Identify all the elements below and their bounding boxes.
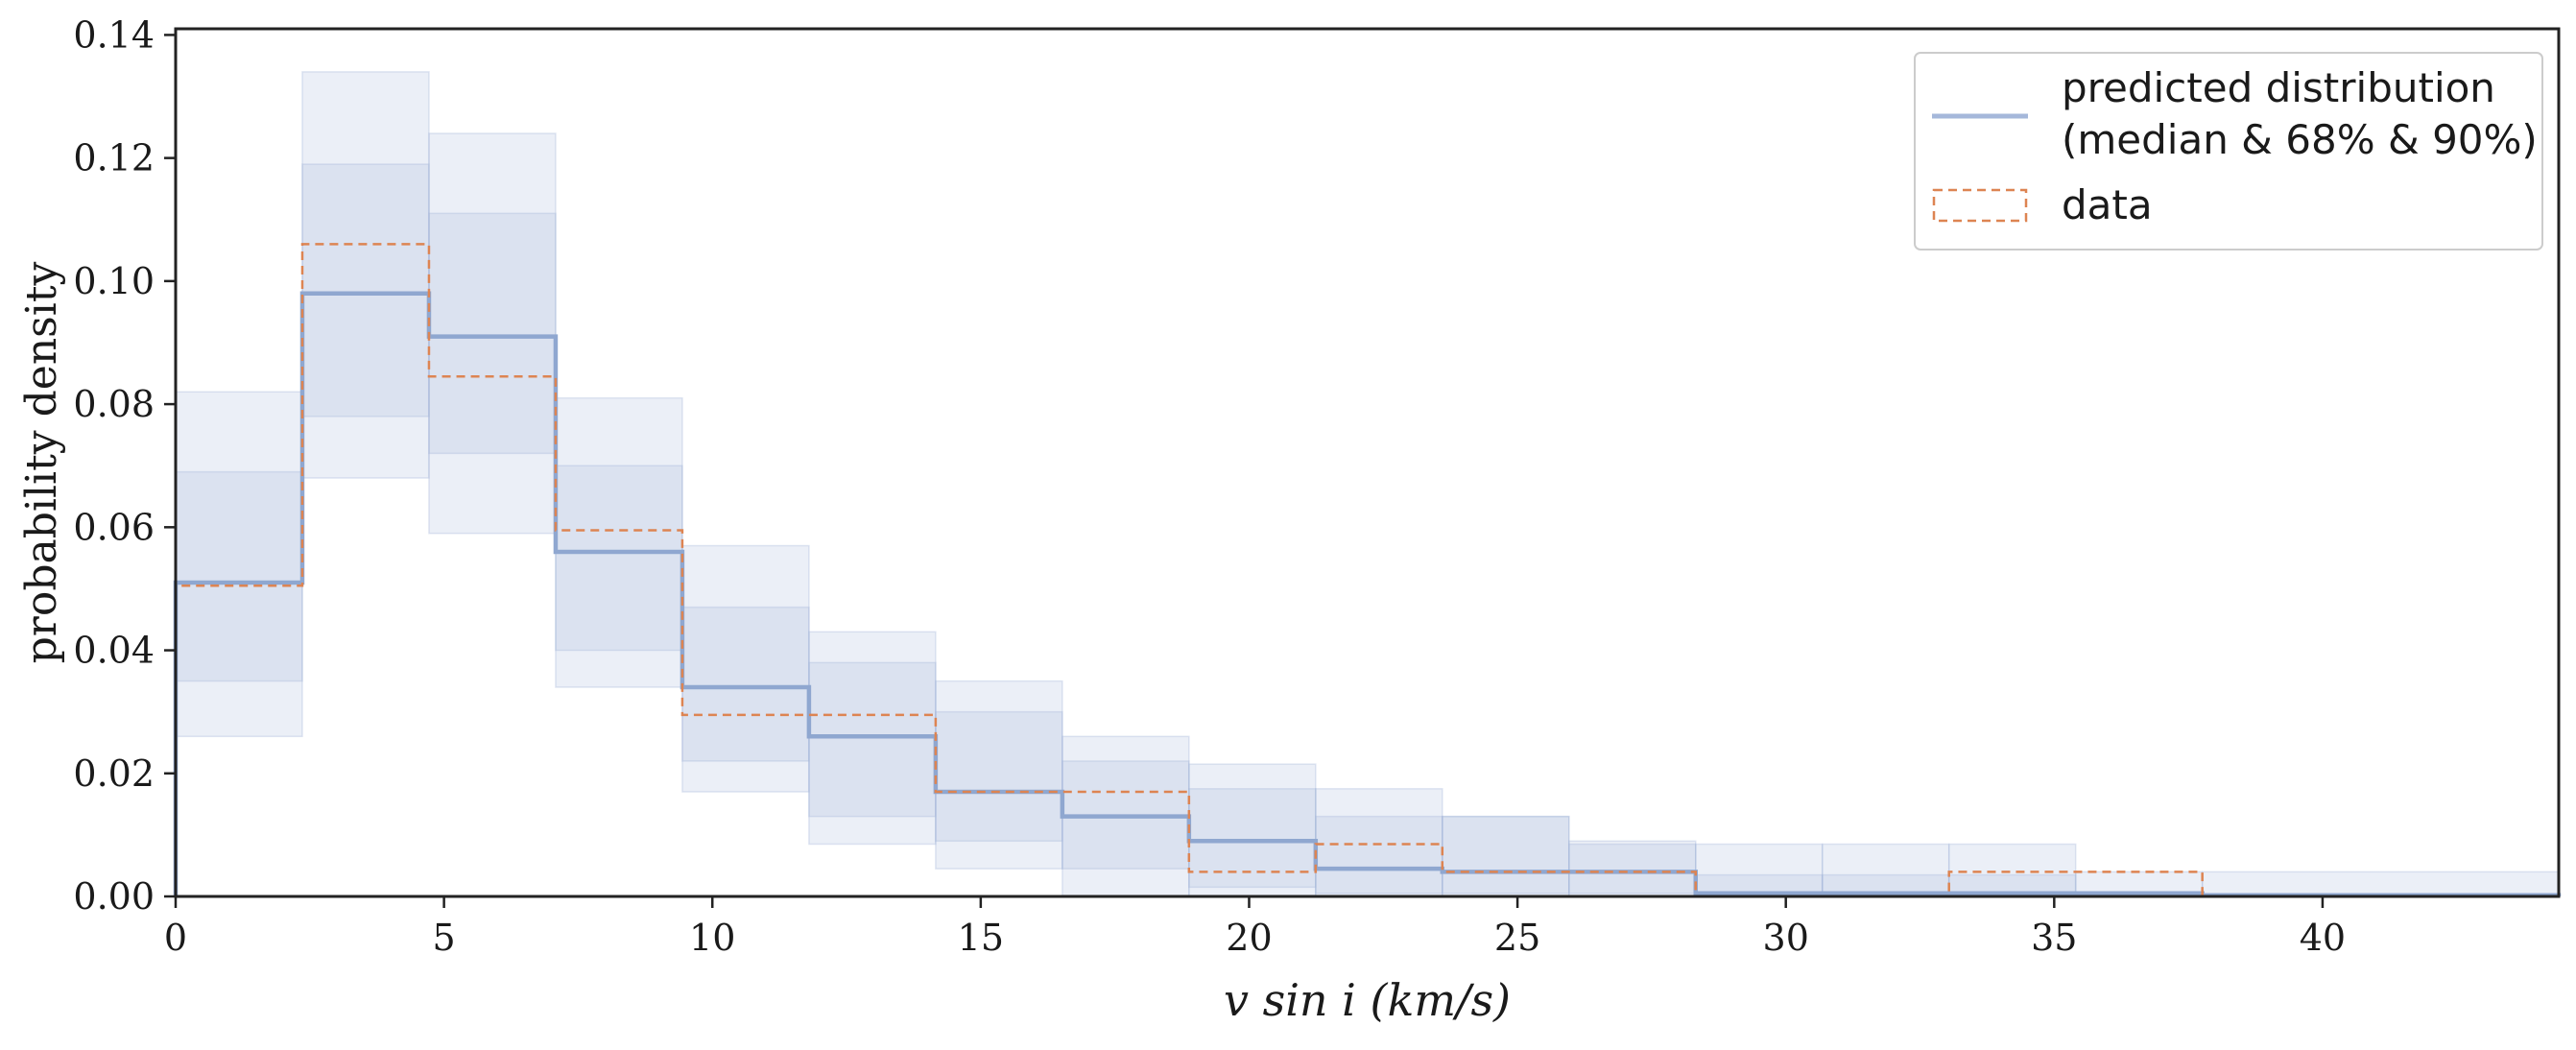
y-axis-ticks: 0.00 0.02 0.04 0.06 0.08 0.10 0.12 0.14 — [73, 13, 176, 918]
band-90-bin — [1695, 843, 1824, 897]
band-68-bin — [1568, 843, 1697, 895]
band-68-bin — [1442, 815, 1570, 895]
data-step-line — [174, 243, 2559, 898]
band-90-bin — [1947, 843, 2077, 897]
plot-frame — [174, 27, 2561, 898]
legend-predicted-label: predicted distribution — [2062, 64, 2495, 111]
x-tick-label: 35 — [2031, 917, 2077, 959]
legend-box — [1914, 52, 2543, 251]
x-tick-label: 20 — [1226, 917, 1272, 959]
x-tick-label: 25 — [1494, 917, 1540, 959]
y-tick-label: 0.04 — [73, 630, 155, 672]
median-step-line — [173, 291, 2562, 897]
x-tick-label: 40 — [2300, 917, 2346, 959]
confidence-bands — [175, 71, 2560, 897]
y-tick-label: 0.08 — [73, 383, 155, 425]
legend-predicted-label-line2: (median & 68% & 90%) — [2062, 116, 2538, 163]
band-90-bin — [1821, 843, 1950, 897]
band-68-bin — [1315, 815, 1443, 895]
band-68-bin — [1188, 788, 1317, 889]
legend: predicted distribution (median & 68% & 9… — [1914, 52, 2543, 251]
band-90-bin — [1315, 788, 1443, 897]
band-90-bin — [175, 391, 303, 738]
x-tick-label: 0 — [164, 917, 187, 959]
y-tick-label: 0.00 — [73, 875, 155, 918]
median-line-layer — [173, 291, 2562, 897]
band-90-bin — [301, 71, 430, 479]
band-90-bin — [555, 396, 683, 688]
legend-data-label: data — [2062, 181, 2153, 228]
band-90-bin — [935, 680, 1063, 870]
y-axis-label: probability density — [17, 261, 66, 663]
band-68-bin — [935, 710, 1063, 843]
band-68-bin — [428, 212, 557, 455]
band-90-bin — [1188, 763, 1317, 897]
x-axis-label: v sin i (km/s) — [1224, 974, 1511, 1026]
band-90-bin — [428, 132, 557, 535]
data-histogram-layer — [174, 243, 2559, 898]
band-68-bin — [681, 606, 810, 762]
y-tick-label: 0.12 — [73, 137, 155, 179]
x-tick-label: 15 — [958, 917, 1004, 959]
x-axis-ticks: 0 5 10 15 20 25 30 35 40 — [164, 896, 2346, 959]
band-68-bin — [555, 465, 683, 652]
band-90-bin — [1568, 840, 1697, 897]
band-68-bin — [808, 661, 937, 818]
band-68-bin — [301, 163, 430, 418]
y-tick-label: 0.14 — [73, 13, 155, 56]
x-tick-label: 5 — [433, 917, 456, 959]
band-90-bin — [1442, 815, 1570, 897]
band-68-bin — [175, 470, 303, 682]
x-tick-label: 30 — [1763, 917, 1809, 959]
y-tick-label: 0.02 — [73, 752, 155, 795]
band-90-bin — [2201, 871, 2560, 897]
y-tick-label: 0.06 — [73, 506, 155, 548]
legend-data-swatch — [1932, 188, 2028, 223]
x-tick-label: 10 — [689, 917, 735, 959]
y-tick-label: 0.10 — [73, 260, 155, 302]
